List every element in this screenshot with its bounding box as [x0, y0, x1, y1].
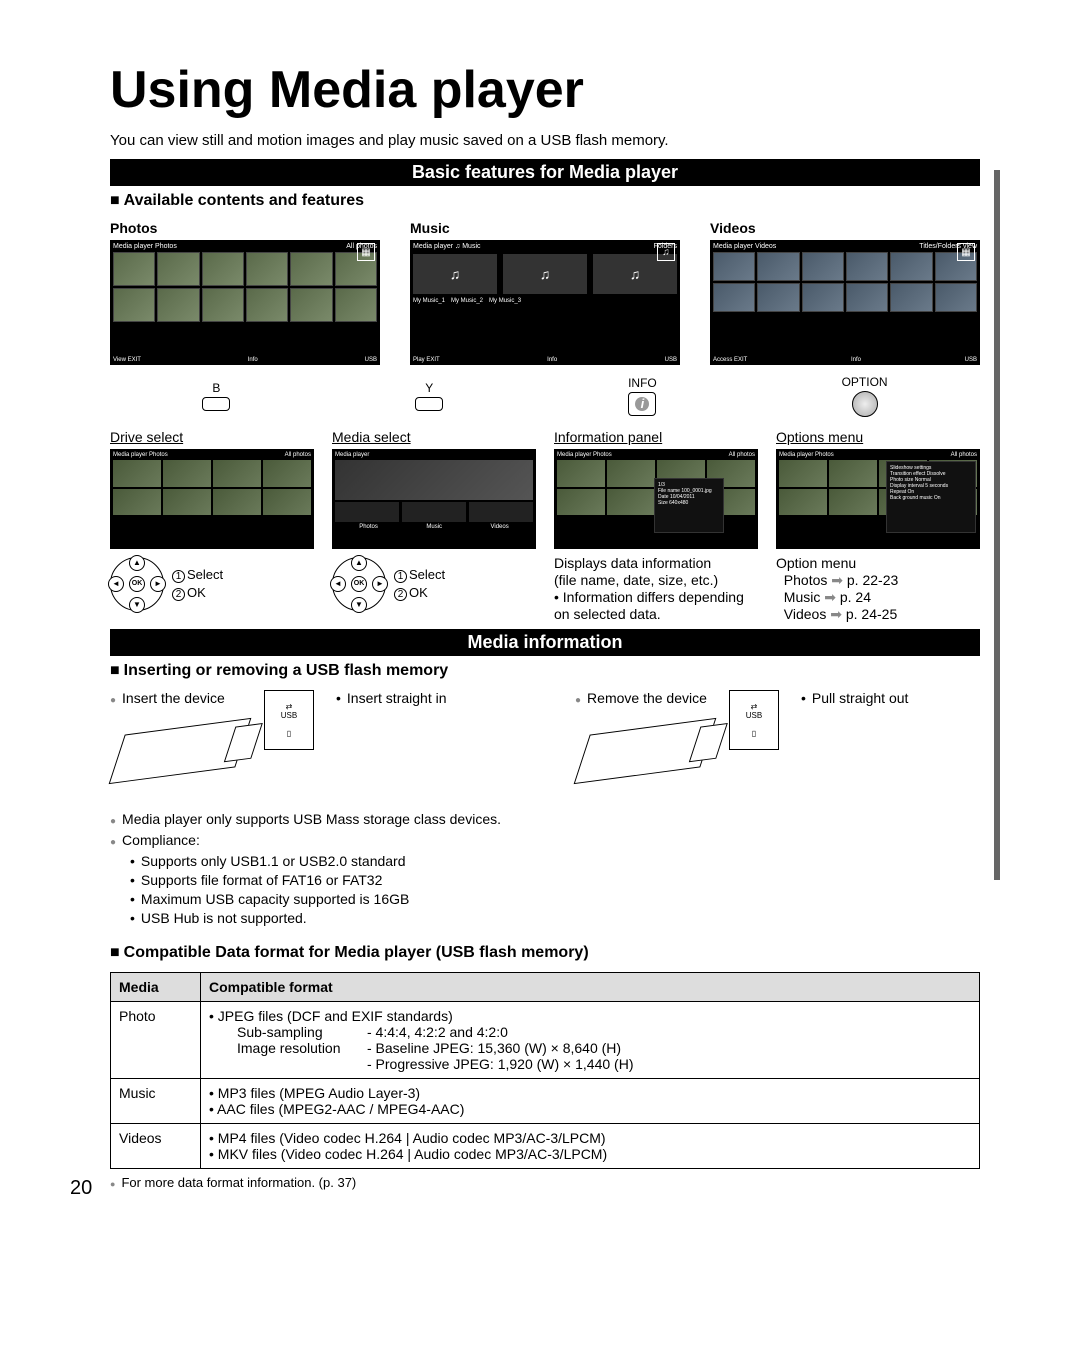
usb-insert-diagram — [110, 706, 250, 796]
info-panel-screenshot: Media player PhotosAll photos 1/3File na… — [554, 449, 758, 549]
dpad-labels: 1Select 2OK — [394, 566, 445, 602]
drive-select-label: Drive select — [110, 429, 314, 445]
usb-stick-icon: ⇄USB▯ — [264, 690, 314, 750]
page-number: 20 — [70, 1177, 92, 1200]
photos-heading: Photos — [110, 220, 380, 236]
music-folder-icon: ♫ — [503, 254, 587, 294]
td-music-format: • MP3 files (MPEG Audio Layer-3) • AAC f… — [201, 1079, 980, 1124]
insert-note: Insert straight in — [336, 690, 447, 706]
compat-table: Media Compatible format Photo • JPEG fil… — [110, 972, 980, 1169]
videos-header-left: Media player Videos — [713, 243, 776, 250]
section-basic-features: Basic features for Media player — [110, 159, 980, 186]
drive-select-screenshot: Media player PhotosAll photos — [110, 449, 314, 549]
insert-device-label: Insert the device — [110, 690, 250, 706]
info-panel-label: Information panel — [554, 429, 758, 445]
th-media: Media — [111, 973, 201, 1002]
b-button[interactable]: B — [202, 381, 230, 411]
sub-compatible-format: Compatible Data format for Media player … — [110, 944, 980, 962]
videos-icon: ▦ — [957, 243, 975, 261]
sub-available-contents: Available contents and features — [110, 192, 980, 210]
page-title: Using Media player — [110, 60, 980, 120]
options-menu-label: Options menu — [776, 429, 980, 445]
td-photo-format: • JPEG files (DCF and EXIF standards) Su… — [201, 1002, 980, 1079]
dpad-control[interactable]: ▲▼◄► OK — [110, 557, 164, 611]
photos-icon: ▦ — [357, 243, 375, 261]
media-select-screenshot: Media player PhotosMusicVideos — [332, 449, 536, 549]
options-menu-screenshot: Media player PhotosAll photos Slideshow … — [776, 449, 980, 549]
y-button[interactable]: Y — [415, 381, 443, 411]
music-heading: Music — [410, 220, 680, 236]
usb-remove-diagram — [575, 706, 715, 796]
td-videos-format: • MP4 files (Video codec H.264 | Audio c… — [201, 1124, 980, 1169]
th-format: Compatible format — [201, 973, 980, 1002]
photos-header-left: Media player Photos — [113, 243, 177, 250]
info-button[interactable]: INFOi — [628, 376, 657, 416]
music-icon: ♫ — [657, 243, 675, 261]
music-folder-icon: ♫ — [413, 254, 497, 294]
td-music: Music — [111, 1079, 201, 1124]
footnote: For more data format information. (p. 37… — [110, 1175, 980, 1190]
photos-screenshot: Media player Photos All photos ▦ View EX… — [110, 240, 380, 365]
td-videos: Videos — [111, 1124, 201, 1169]
videos-screenshot: Media player Videos Titles/Folders view … — [710, 240, 980, 365]
videos-heading: Videos — [710, 220, 980, 236]
remove-device-label: Remove the device — [575, 690, 715, 706]
usb-notes: Media player only supports USB Mass stor… — [110, 810, 980, 928]
dpad-labels: 1Select 2OK — [172, 566, 223, 602]
intro-text: You can view still and motion images and… — [110, 132, 980, 149]
option-menu-description: Option menu Photos ➡ p. 22-23 Music ➡ p.… — [776, 555, 980, 623]
section-media-information: Media information — [110, 629, 980, 656]
option-button[interactable]: OPTION — [842, 375, 888, 417]
td-photo: Photo — [111, 1002, 201, 1079]
usb-stick-icon: ⇄USB▯ — [729, 690, 779, 750]
info-description: Displays data information (file name, da… — [554, 555, 758, 623]
music-screenshot: Media player ♫ Music Folders ♫ ♫ ♫ ♫ My … — [410, 240, 680, 365]
media-select-label: Media select — [332, 429, 536, 445]
sub-inserting-usb: Inserting or removing a USB flash memory — [110, 662, 980, 680]
dpad-control[interactable]: ▲▼◄► OK — [332, 557, 386, 611]
music-header-left: Media player ♫ Music — [413, 243, 481, 250]
remove-note: Pull straight out — [801, 690, 908, 706]
